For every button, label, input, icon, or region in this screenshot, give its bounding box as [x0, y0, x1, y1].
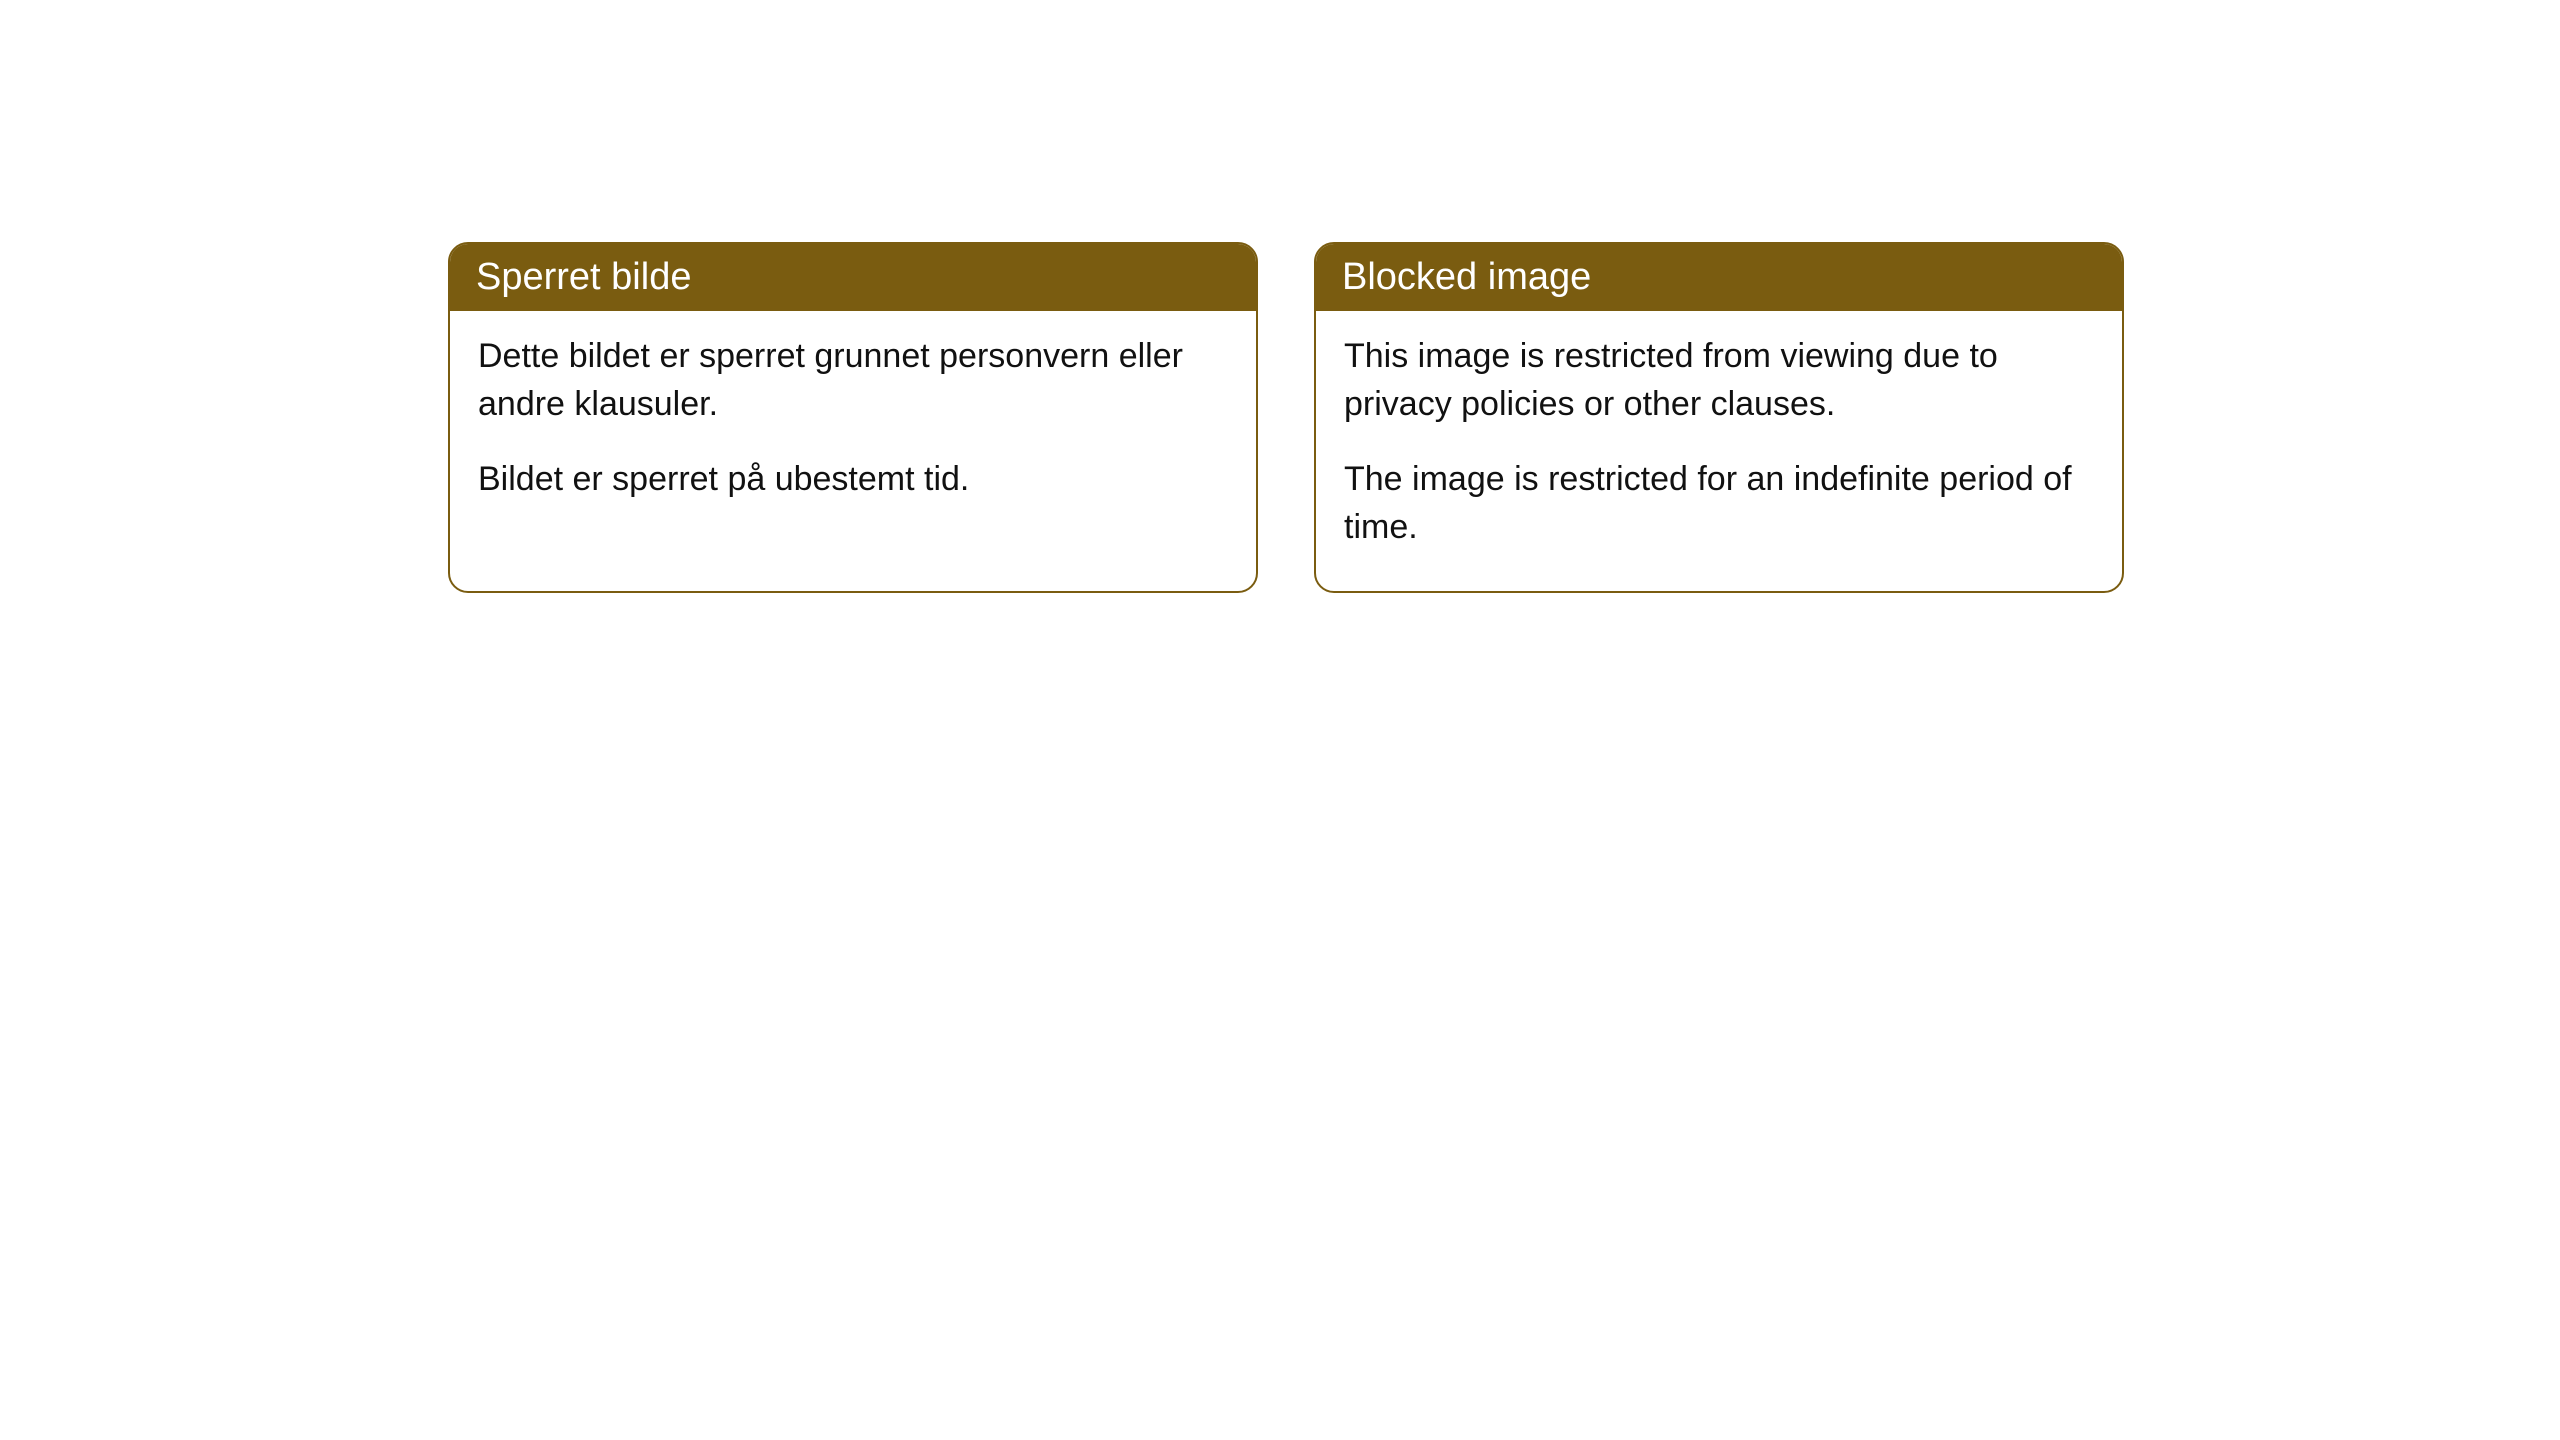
- card-body: This image is restricted from viewing du…: [1316, 311, 2122, 591]
- card-paragraph: Bildet er sperret på ubestemt tid.: [478, 456, 1228, 504]
- card-paragraph: Dette bildet er sperret grunnet personve…: [478, 333, 1228, 428]
- notice-cards-container: Sperret bilde Dette bildet er sperret gr…: [448, 242, 2560, 593]
- card-title: Sperret bilde: [476, 256, 691, 298]
- notice-card-norwegian: Sperret bilde Dette bildet er sperret gr…: [448, 242, 1258, 593]
- card-paragraph: This image is restricted from viewing du…: [1344, 333, 2094, 428]
- card-body: Dette bildet er sperret grunnet personve…: [450, 311, 1256, 544]
- card-header: Sperret bilde: [450, 244, 1256, 311]
- card-header: Blocked image: [1316, 244, 2122, 311]
- card-paragraph: The image is restricted for an indefinit…: [1344, 456, 2094, 551]
- card-title: Blocked image: [1342, 256, 1591, 298]
- notice-card-english: Blocked image This image is restricted f…: [1314, 242, 2124, 593]
